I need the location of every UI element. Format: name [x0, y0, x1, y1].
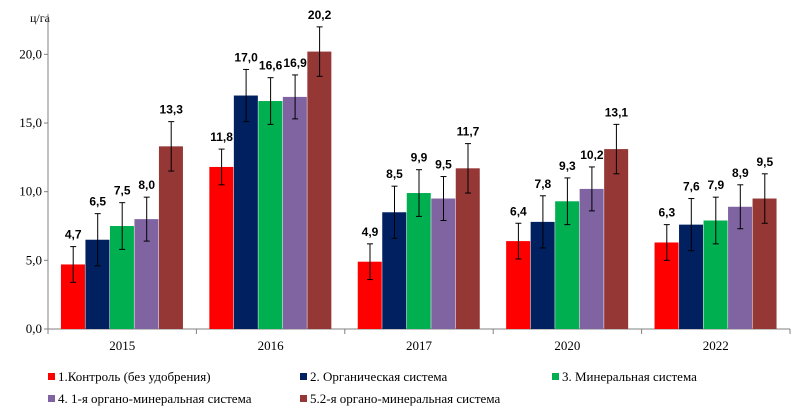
data-label: 9,5: [435, 158, 452, 172]
data-label: 8,9: [732, 166, 749, 180]
data-label: 7,5: [114, 184, 131, 198]
legend-label: 1.Контроль (без удобрения): [58, 369, 211, 384]
data-label: 13,1: [605, 105, 629, 119]
bars-group: [60, 51, 777, 330]
bar: [307, 51, 332, 329]
data-label: 9,3: [559, 159, 576, 173]
data-label: 6,5: [89, 195, 106, 209]
data-label: 20,2: [308, 8, 332, 22]
legend: 1.Контроль (без удобрения) 2. Органическа…: [48, 369, 697, 406]
y-tick-label: 0,0: [26, 321, 42, 336]
data-label: 11,7: [457, 125, 480, 139]
bar: [258, 101, 283, 329]
bar: [579, 188, 604, 329]
y-tick-label: 5,0: [26, 252, 42, 267]
data-label: 9,5: [756, 155, 773, 169]
x-tick-label: 2015: [109, 338, 135, 353]
data-label: 10,2: [580, 148, 604, 162]
data-labels-group: 4,7 11,8 4,9 6,4 6,3 6,5 17,0 8,5 7,8 7,6 7,5 16,6 9…: [65, 8, 774, 242]
error-bars-group: [70, 26, 768, 283]
y-axis-unit-label: ц/га: [30, 11, 51, 25]
bar: [158, 146, 183, 329]
y-tick-label: 20,0: [19, 46, 42, 61]
legend-label: 2. Органическая система: [310, 369, 448, 384]
data-label: 8,5: [386, 167, 403, 181]
bar: [60, 264, 85, 329]
y-tick-label: 10,0: [19, 184, 42, 199]
legend-swatch: [300, 373, 307, 380]
y-tick-labels: 0,0 5,0 10,0 15,0 20,0: [19, 46, 42, 336]
data-label: 6,3: [658, 206, 675, 220]
data-label: 6,4: [510, 204, 527, 218]
data-label: 17,0: [234, 50, 258, 64]
x-tick-label: 2017: [406, 338, 433, 353]
data-label: 7,9: [707, 178, 724, 192]
legend-item: 3. Минеральная система: [552, 369, 697, 384]
x-tick-label: 2020: [554, 338, 580, 353]
legend-swatch: [48, 395, 55, 402]
bar: [282, 96, 307, 329]
legend-swatch: [48, 373, 55, 380]
bar: [604, 149, 629, 329]
data-label: 13,3: [160, 103, 184, 117]
x-tick-labels: 2015 2016 2017 2020 2022: [109, 338, 729, 353]
y-tick-label: 15,0: [19, 115, 42, 130]
legend-item: 4. 1-я органо-минеральная система: [48, 391, 252, 406]
legend-label: 3. Минеральная система: [562, 369, 697, 384]
legend-swatch: [552, 373, 559, 380]
data-label: 4,9: [362, 225, 379, 239]
legend-label: 5.2-я органо-минеральная система: [310, 391, 500, 406]
data-label: 9,9: [411, 151, 428, 165]
x-tick-label: 2022: [703, 338, 729, 353]
data-label: 16,6: [259, 59, 283, 73]
legend-swatch: [300, 395, 307, 402]
bar: [233, 95, 258, 330]
legend-label: 4. 1-я органо-минеральная система: [58, 391, 252, 406]
legend-item: 2. Органическая система: [300, 369, 448, 384]
data-label: 4,7: [65, 228, 82, 242]
legend-item: 5.2-я органо-минеральная система: [300, 391, 500, 406]
data-label: 16,9: [283, 56, 307, 70]
legend-item: 1.Контроль (без удобрения): [48, 369, 211, 384]
data-label: 11,8: [210, 130, 233, 144]
data-label: 8,0: [138, 178, 155, 192]
bar: [209, 166, 234, 329]
data-label: 7,8: [535, 177, 552, 191]
data-label: 7,6: [683, 180, 700, 194]
x-tick-label: 2016: [258, 338, 285, 353]
bar: [455, 168, 480, 329]
